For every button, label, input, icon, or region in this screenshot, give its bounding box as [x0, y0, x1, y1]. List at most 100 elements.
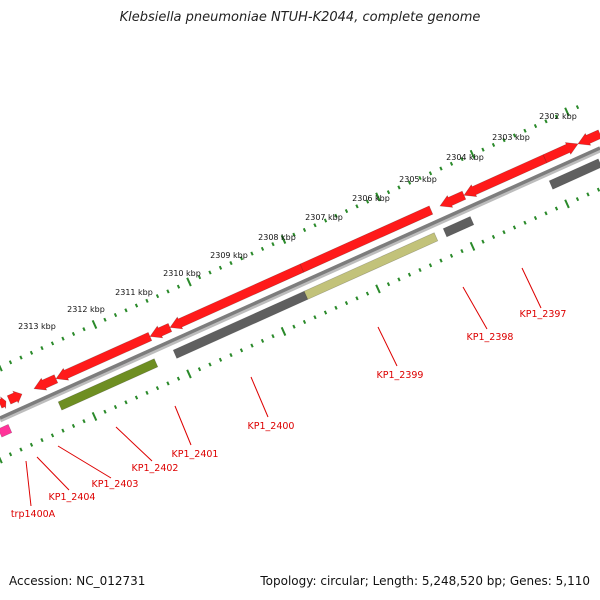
scale-tick: [61, 336, 65, 341]
gene-label-kp1-2401: KP1_2401: [172, 405, 218, 460]
gene-label-text: KP1_2403: [92, 479, 139, 490]
scale-tick: [355, 296, 359, 301]
scale-label: 2311 kbp: [115, 288, 153, 297]
gene-arrow-forward: [33, 374, 59, 391]
gene-arrow-forward: [6, 390, 23, 405]
gene-arrow-forward: [542, 142, 579, 164]
scale-tick: [82, 327, 86, 332]
scale-tick: [19, 355, 23, 360]
scale-tick: [428, 171, 433, 176]
scale-tick: [292, 232, 296, 237]
scale-tick: [407, 180, 412, 185]
scale-tick: [313, 223, 317, 228]
scale-label: 2313 kbp: [18, 322, 56, 331]
scale-label: 2307 kbp: [305, 213, 343, 222]
gene-label-text: KP1_2402: [132, 463, 179, 474]
scale-tick: [8, 360, 13, 365]
scale-tick: [460, 249, 464, 254]
scale-label: 2304 kbp: [446, 153, 484, 162]
scale-tick: [554, 206, 559, 211]
gene-label-text: trp1400A: [11, 509, 56, 520]
scale-tick: [302, 227, 307, 233]
scale-tick: [481, 239, 485, 244]
gene-arrow-forward: [299, 205, 434, 273]
scale-tick: [449, 161, 454, 166]
scale-tick: [302, 319, 307, 325]
scale-tick-major: [0, 456, 3, 464]
scale-tick: [40, 346, 44, 351]
gene-label-kp1-2399: KP1_2399: [377, 326, 424, 381]
backbone-line: [0, 146, 600, 420]
scale-tick: [124, 308, 128, 313]
scale-tick: [523, 220, 527, 225]
scale-tick: [365, 199, 370, 204]
scale-tick: [166, 289, 170, 294]
scale-tick: [271, 242, 275, 247]
scale-tick: [460, 157, 464, 162]
gene-arrow-reverse: [548, 158, 600, 190]
scale-tick: [124, 400, 128, 405]
scale-tick: [407, 272, 412, 277]
gene-label-kp1-2403: KP1_2403: [57, 445, 139, 490]
scale-tick: [512, 225, 517, 230]
gene-label-text: KP1_2400: [248, 421, 295, 432]
scale-labels: 2302 kbp 2303 kbp 2304 kbp 2305 kbp 2306 kbp…: [18, 112, 577, 331]
gene-arrow-forward: [149, 323, 173, 339]
scale-tick: [397, 185, 401, 190]
gene-arrow-forward: [169, 263, 305, 330]
scale-label: 2303 kbp: [492, 133, 530, 142]
scale-tick: [512, 133, 517, 138]
scale-label: 2312 kbp: [67, 305, 105, 314]
scale-tick-major: [91, 319, 98, 329]
scale-tick: [313, 315, 317, 320]
scale-tick-major: [280, 234, 287, 244]
scale-tick: [250, 343, 254, 348]
leader-line: [377, 326, 398, 367]
scale-tick-major: [0, 364, 3, 372]
backbone-shadow: [0, 147, 600, 423]
scale-tick: [586, 192, 590, 197]
scale-tick: [29, 350, 34, 355]
scale-tick: [344, 301, 349, 306]
scale-tick: [502, 138, 506, 143]
scale-tick: [71, 423, 76, 428]
scale-tick: [197, 367, 202, 372]
leader-line: [521, 267, 542, 309]
scale-tick: [260, 338, 265, 343]
scale-tick-major: [280, 326, 287, 336]
gene-label-kp1-2402: KP1_2402: [115, 426, 179, 474]
scale-tick: [418, 175, 422, 181]
scale-tick-major: [564, 107, 570, 117]
scale-tick-major: [186, 369, 192, 379]
gene-label-text: KP1_2399: [377, 370, 424, 381]
scale-tick: [365, 291, 370, 296]
scale-tick: [19, 447, 23, 452]
leader-line: [462, 286, 488, 330]
gene-arrow-reverse: [57, 358, 159, 411]
scale-tick: [491, 234, 496, 239]
inner-scale-ticks: [0, 187, 600, 464]
outer-scale-ticks: [0, 105, 580, 372]
scale-tick: [355, 204, 359, 209]
scale-tick: [50, 433, 55, 438]
scale-tick: [344, 209, 349, 214]
gene-label-text: KP1_2397: [520, 309, 567, 320]
scale-tick: [155, 294, 160, 299]
scale-tick: [197, 275, 202, 280]
gene-rna: [0, 424, 13, 438]
scale-tick: [323, 310, 328, 315]
gene-arrow-reverse: [303, 232, 439, 300]
scale-tick: [260, 246, 265, 251]
gene-label-kp1-2398: KP1_2398: [462, 286, 513, 343]
gene-label-kp1-2400: KP1_2400: [248, 376, 295, 432]
scale-tick: [544, 211, 548, 216]
gene-arrow-forward: [577, 129, 600, 146]
gene-arrow-forward: [439, 190, 467, 208]
scale-tick: [334, 213, 338, 218]
gene-arrow-reverse: [172, 290, 309, 359]
scale-tick: [208, 362, 212, 367]
scale-tick: [397, 277, 401, 282]
scale-tick: [428, 263, 433, 268]
scale-tick: [82, 419, 86, 424]
